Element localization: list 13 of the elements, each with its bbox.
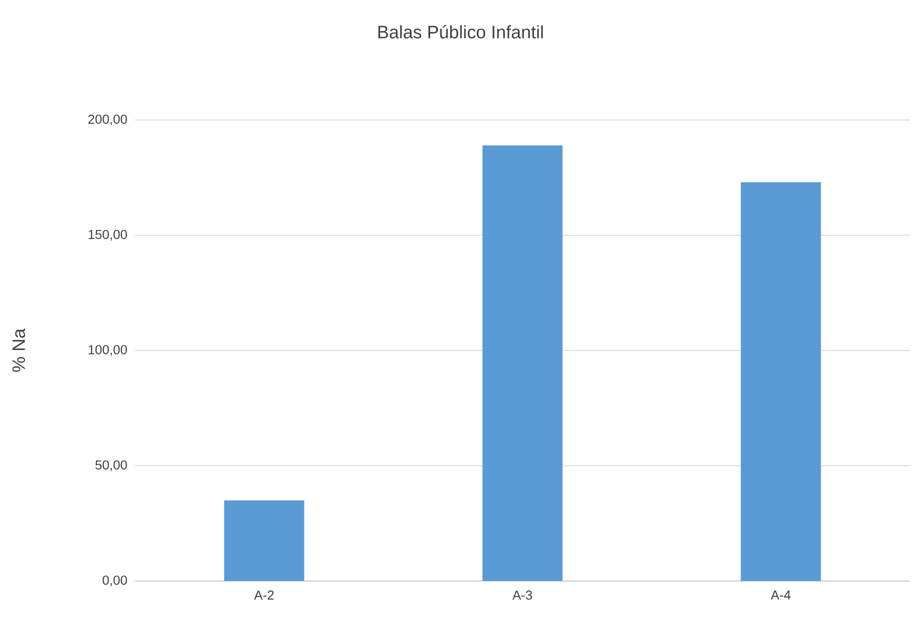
y-tick-label: 150,00 — [88, 230, 127, 241]
y-axis-title: % Na — [12, 328, 26, 372]
y-tick-label: 0,00 — [102, 576, 127, 586]
bar — [740, 182, 821, 581]
y-tick-label: 200,00 — [88, 114, 127, 126]
x-tick-label: A-3 — [512, 590, 532, 600]
x-tick-label: A-2 — [254, 590, 274, 600]
x-tick-label: A-4 — [770, 590, 791, 600]
y-tick-label: 50,00 — [95, 460, 127, 472]
chart-title: Balas Público Infantil — [378, 25, 543, 38]
bar — [224, 500, 304, 581]
bar — [482, 145, 563, 581]
y-tick-label: 100,00 — [88, 345, 127, 356]
